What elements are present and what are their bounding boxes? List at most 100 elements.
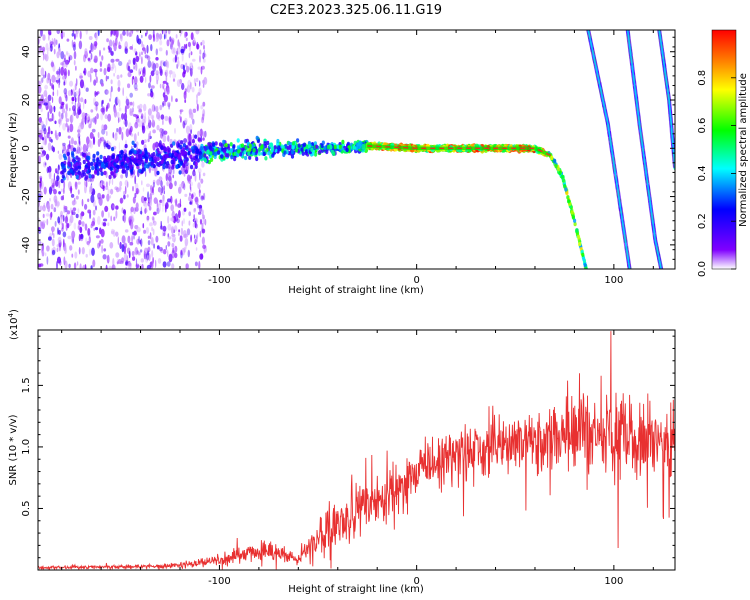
noise-speckle (42, 124, 46, 132)
noise-speckle (89, 50, 92, 54)
main-tone-point (190, 157, 194, 162)
noise-speckle (186, 174, 191, 182)
noise-speckle (146, 264, 151, 269)
main-tone-point (209, 151, 213, 156)
noise-speckle (49, 197, 51, 202)
noise-speckle (71, 32, 75, 37)
noise-speckle (185, 62, 188, 68)
noise-speckle (152, 179, 156, 184)
noise-speckle (83, 54, 86, 63)
main-tone-point (158, 142, 162, 148)
noise-speckle (143, 201, 146, 207)
noise-speckle (156, 79, 159, 85)
noise-speckle (168, 70, 173, 75)
noise-speckle (64, 216, 69, 224)
noise-speckle (53, 105, 56, 113)
main-tone-point (166, 146, 170, 151)
noise-speckle (69, 215, 74, 224)
noise-speckle (113, 216, 116, 221)
main-tone-point (206, 149, 210, 155)
main-tone-point (583, 263, 587, 268)
noise-speckle (189, 192, 191, 197)
noise-speckle (199, 80, 201, 87)
noise-speckle (160, 220, 162, 226)
noise-speckle (133, 133, 137, 142)
noise-speckle (58, 119, 61, 124)
noise-speckle (78, 146, 83, 151)
main-tone-point (567, 199, 571, 204)
noise-speckle (110, 90, 112, 99)
noise-speckle (77, 106, 81, 116)
noise-speckle (56, 170, 60, 175)
noise-speckle (41, 137, 45, 141)
noise-speckle (165, 49, 168, 56)
noise-speckle (132, 57, 136, 65)
noise-speckle (201, 228, 206, 234)
noise-speckle (142, 223, 145, 229)
noise-speckle (51, 238, 55, 247)
noise-speckle (202, 130, 205, 139)
noise-speckle (163, 33, 166, 40)
noise-speckle (134, 175, 137, 185)
noise-speckle (40, 120, 44, 130)
noise-speckle (170, 213, 175, 217)
noise-speckle (73, 140, 77, 145)
noise-speckle (94, 227, 99, 231)
main-tone-point (172, 141, 176, 146)
noise-speckle (175, 199, 178, 207)
noise-speckle (139, 53, 141, 60)
noise-speckle (108, 180, 110, 186)
noise-speckle (145, 227, 149, 234)
noise-speckle (55, 179, 59, 187)
noise-speckle (193, 78, 196, 84)
noise-speckle (203, 192, 206, 201)
main-tone-point (165, 164, 169, 169)
noise-speckle (109, 242, 114, 249)
noise-speckle (151, 250, 154, 258)
noise-speckle (134, 121, 139, 129)
noise-speckle (57, 227, 59, 235)
noise-speckle (44, 70, 47, 79)
noise-speckle (150, 85, 155, 89)
main-tone-point (147, 162, 151, 167)
noise-speckle (148, 132, 151, 140)
noise-speckle (65, 118, 70, 123)
noise-speckle (190, 51, 193, 56)
y-tick-label: 1.0 (21, 439, 32, 455)
noise-speckle (93, 41, 98, 47)
noise-speckle (152, 217, 155, 224)
noise-speckle (139, 210, 143, 215)
noise-speckle (174, 252, 178, 259)
noise-speckle (51, 145, 54, 152)
noise-speckle (108, 211, 110, 218)
noise-speckle (201, 222, 204, 230)
noise-speckle (151, 226, 153, 232)
noise-speckle (86, 143, 89, 150)
noise-speckle (51, 38, 54, 45)
noise-speckle (95, 205, 97, 211)
noise-speckle (150, 114, 155, 120)
main-tone-point (236, 145, 240, 150)
noise-speckle (124, 119, 128, 128)
noise-speckle (185, 43, 188, 49)
noise-speckle (40, 107, 43, 113)
noise-speckle (75, 78, 78, 87)
main-tone-point (144, 150, 148, 155)
noise-speckle (100, 82, 104, 87)
noise-speckle (58, 229, 61, 235)
main-tone-point (302, 142, 307, 147)
noise-speckle (166, 261, 171, 267)
noise-speckle (136, 264, 140, 269)
main-tone-point (280, 144, 284, 149)
noise-speckle (47, 72, 51, 81)
noise-speckle (157, 258, 162, 264)
noise-speckle (192, 169, 196, 177)
noise-speckle (183, 172, 186, 177)
noise-speckle (179, 235, 183, 242)
noise-speckle (100, 107, 105, 113)
noise-speckle (51, 82, 53, 90)
main-tone-point (260, 144, 264, 149)
noise-speckle (49, 41, 54, 46)
noise-speckle (77, 129, 81, 133)
main-tone-point (255, 135, 259, 141)
